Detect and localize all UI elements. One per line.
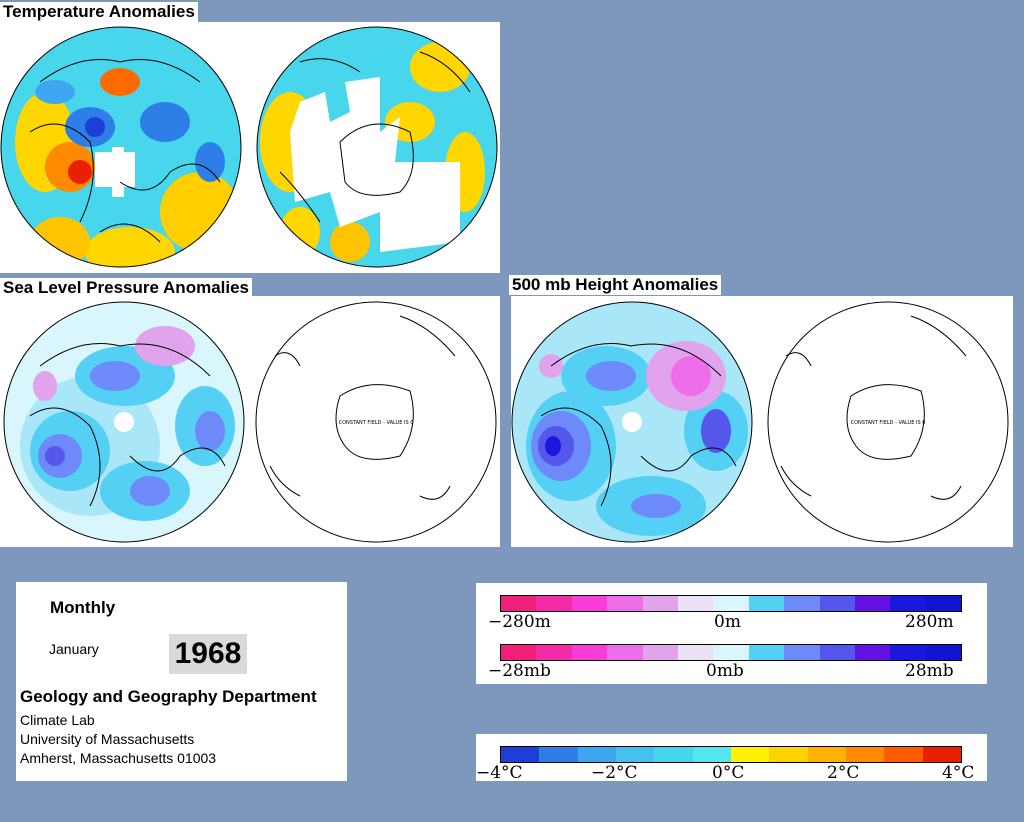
height500-map-south: CONSTANT FIELD - VALUE IS 0	[767, 301, 1009, 543]
pressure-color-bar	[500, 644, 962, 661]
temp-scale-tick-3: 2°C	[827, 763, 860, 783]
height-scale-swatch	[571, 596, 608, 611]
pressure-scale-swatch	[642, 645, 678, 660]
pressure-scale-min: −28mb	[488, 661, 551, 681]
height-scale-swatch	[819, 596, 855, 611]
temperature-scale-swatch	[769, 747, 808, 762]
height-scale-swatch	[677, 596, 714, 611]
year-display: 1968	[169, 634, 247, 674]
temperature-scale-swatch	[884, 747, 923, 762]
pressure-scale-swatch	[713, 645, 749, 660]
height-scale-min: −280m	[488, 612, 551, 632]
pressure-scale-max: 28mb	[905, 661, 954, 681]
temperature-scale-panel: −4°C −2°C 0°C 2°C 4°C	[476, 734, 987, 783]
temperature-scale-swatch	[501, 747, 540, 762]
slp-title: Sea Level Pressure Anomalies	[0, 278, 253, 298]
info-panel: Monthly January 1968 Geology and Geograp…	[16, 582, 347, 781]
height-color-bar	[500, 595, 962, 612]
temp-scale-tick-4: 4°C	[942, 763, 975, 783]
temperature-scale-swatch	[654, 747, 693, 762]
temperature-color-bar	[500, 746, 962, 763]
department-name: Geology and Geography Department	[20, 687, 317, 706]
height500-title: 500 mb Height Anomalies	[509, 275, 722, 295]
temperature-scale-swatch	[807, 747, 846, 762]
slp-map-south: CONSTANT FIELD - VALUE IS 0	[255, 301, 497, 543]
city-address: Amherst, Massachusetts 01003	[20, 750, 217, 766]
pressure-scale-swatch	[784, 645, 820, 660]
temperature-scale-swatch	[922, 747, 961, 762]
height-scale-swatch	[748, 596, 785, 611]
height-scale-swatch	[501, 596, 537, 611]
temp-scale-tick-0: −4°C	[476, 763, 523, 783]
height500-panel: CONSTANT FIELD - VALUE IS 0	[511, 296, 1013, 547]
pressure-scale-swatch	[607, 645, 643, 660]
temperature-scale-swatch	[539, 747, 578, 762]
period-label: Monthly	[50, 598, 116, 617]
constant-field-label-height: CONSTANT FIELD - VALUE IS 0	[851, 420, 926, 426]
pressure-scale-swatch	[819, 645, 855, 660]
temperature-map-south	[257, 27, 497, 267]
height-scale-swatch	[925, 596, 962, 611]
height-scale-max: 280m	[905, 612, 954, 632]
temperature-scale-swatch	[730, 747, 770, 762]
lab-name: Climate Lab	[20, 712, 95, 728]
pressure-scale-zero: 0mb	[706, 661, 744, 681]
pressure-scale-swatch	[748, 645, 785, 660]
temperature-title: Temperature Anomalies	[0, 2, 198, 22]
month-label: January	[49, 641, 99, 657]
slp-panel: CONSTANT FIELD - VALUE IS 0	[0, 296, 500, 547]
height-scale-swatch	[890, 596, 926, 611]
temperature-panel	[0, 22, 500, 273]
temperature-scale-swatch	[845, 747, 885, 762]
height-scale-swatch	[642, 596, 678, 611]
pressure-scale-swatch	[677, 645, 714, 660]
height500-map-north	[512, 302, 752, 542]
pressure-scale-swatch	[501, 645, 537, 660]
temperature-map-north	[1, 27, 241, 267]
pressure-scale-swatch	[571, 645, 608, 660]
pressure-scale-swatch	[925, 645, 962, 660]
temperature-scale-swatch	[577, 747, 616, 762]
pressure-scale-swatch	[854, 645, 891, 660]
slp-map-north	[4, 302, 244, 542]
temp-scale-tick-2: 0°C	[712, 763, 745, 783]
height-scale-zero: 0m	[714, 612, 741, 632]
constant-field-label-slp: CONSTANT FIELD - VALUE IS 0	[339, 420, 414, 426]
temperature-scale-swatch	[692, 747, 731, 762]
height-scale-swatch	[607, 596, 643, 611]
height-scale-swatch	[536, 596, 572, 611]
pressure-scale-swatch	[536, 645, 572, 660]
height-scale-swatch	[854, 596, 891, 611]
anomaly-scale-panel: −280m 0m 280m −28mb 0mb 28mb	[476, 583, 987, 684]
temperature-scale-swatch	[615, 747, 655, 762]
temp-scale-tick-1: −2°C	[591, 763, 638, 783]
pressure-scale-swatch	[890, 645, 926, 660]
university-name: University of Massachusetts	[20, 731, 195, 747]
height-scale-swatch	[713, 596, 749, 611]
height-scale-swatch	[784, 596, 820, 611]
